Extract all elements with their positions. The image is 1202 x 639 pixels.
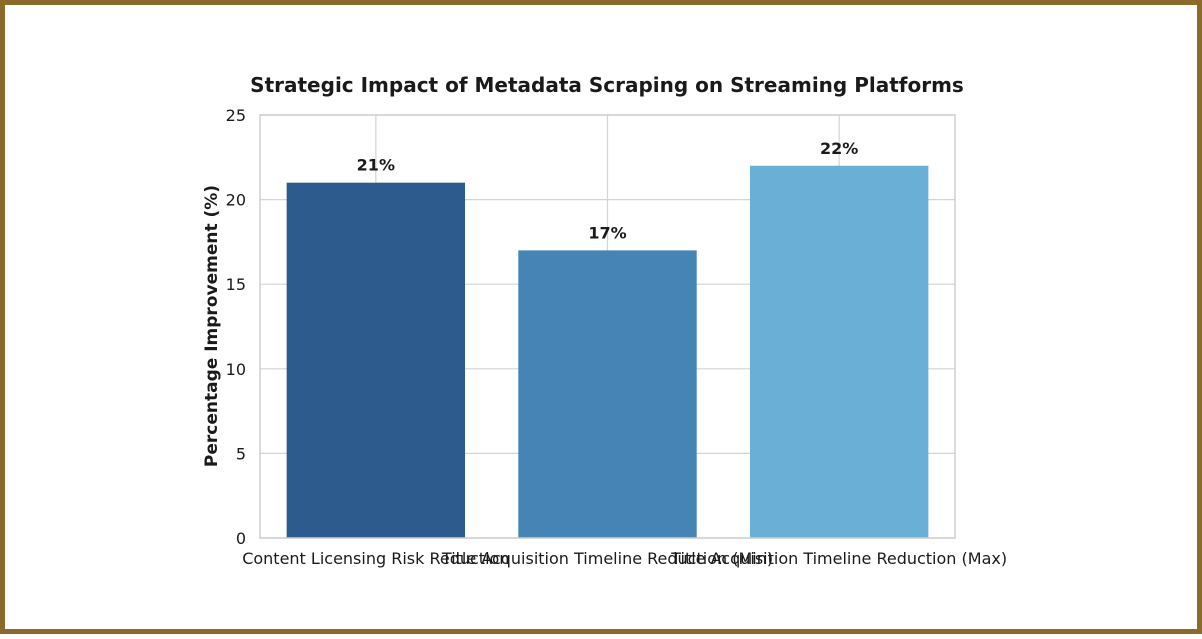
y-tick-label: 5 <box>236 444 246 463</box>
bar-3 <box>749 165 929 538</box>
bar-1 <box>286 182 466 538</box>
bars-group <box>286 165 929 539</box>
bar-2 <box>518 250 697 539</box>
data-labels-group: 21% 17% 22% <box>357 139 859 243</box>
bar-value-label: 21% <box>357 156 395 175</box>
y-tick-label: 10 <box>226 360 246 379</box>
y-tick-label: 25 <box>226 106 246 125</box>
bar-value-label: 17% <box>588 223 626 242</box>
bar-chart: Strategic Impact of Metadata Scraping on… <box>202 73 1007 568</box>
plot-area-border <box>259 114 956 539</box>
bar-value-label: 22% <box>820 139 858 158</box>
x-tick-label: Content Licensing Risk Reduction <box>242 549 509 568</box>
x-tick-label: Title Acquisition Timeline Reduction (Mi… <box>441 549 773 568</box>
y-tick-label: 0 <box>236 529 246 548</box>
y-tick-label: 15 <box>226 275 246 294</box>
y-tick-label: 20 <box>226 191 246 210</box>
chart-title: Strategic Impact of Metadata Scraping on… <box>250 73 964 97</box>
y-axis-label: Percentage Improvement (%) <box>202 185 222 467</box>
y-tick-labels: 0 5 10 15 20 25 <box>226 106 246 548</box>
x-tick-label: Title Acquisition Timeline Reduction (Ma… <box>670 549 1007 568</box>
